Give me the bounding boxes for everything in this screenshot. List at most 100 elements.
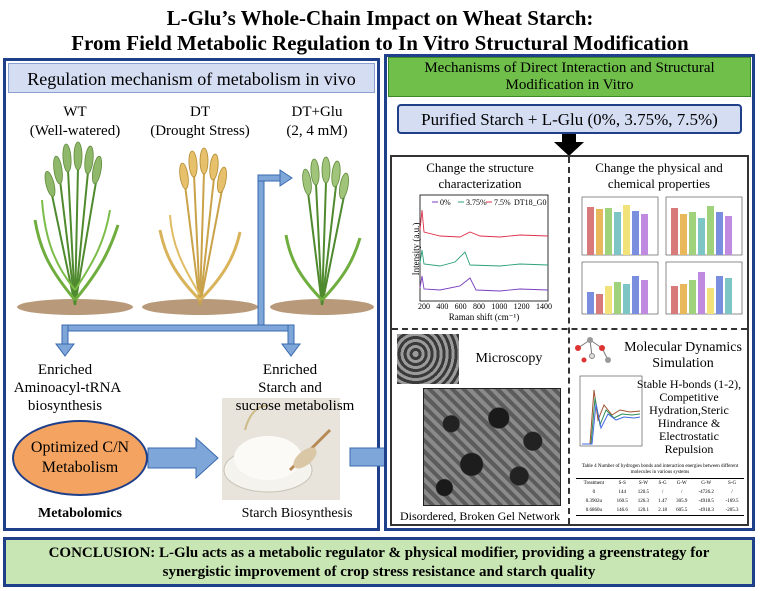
bar-chart-d — [665, 261, 743, 315]
md-cell: 305.9 — [676, 499, 688, 504]
conclusion-line1: CONCLUSION: L-Glu acts as a metabolic re… — [48, 545, 710, 561]
soil-wt — [17, 299, 374, 315]
md-table: Treatment S-S S-W S-G G-W G-W S-G 0 144 … — [576, 478, 744, 516]
raman-xtick-2: 600 — [454, 302, 467, 311]
md-cell: / — [681, 490, 683, 495]
main-title-line2: From Field Metabolic Regulation to In Vi… — [71, 31, 689, 55]
microscopy-label: Microscopy — [475, 351, 543, 366]
main-title-line1: L-Glu’s Whole-Chain Impact on Wheat Star… — [166, 6, 594, 30]
conclusion-box: CONCLUSION: L-Glu acts as a metabolic re… — [3, 537, 755, 587]
md-title-line1: Molecular Dynamics — [624, 340, 742, 355]
gel-network-caption: Disordered, Broken Gel Network — [400, 509, 560, 523]
conclusion-line2: synergistic improvement of crop stress r… — [162, 564, 596, 580]
metabolomics-label: Metabolomics — [38, 506, 122, 521]
bar-chart-b — [665, 196, 743, 256]
md-cell: / — [731, 490, 733, 495]
enriched-aminoacyl-line1: Enriched — [37, 362, 93, 378]
raman-line-375 — [419, 249, 549, 267]
raman-legend-1: 3.75% — [466, 198, 487, 207]
md-cell: 120.1 — [637, 508, 650, 513]
md-cell: 605.5 — [676, 508, 688, 513]
raman-legend-2: 7.5% — [494, 198, 511, 207]
md-cell: 0 — [592, 490, 596, 495]
md-th-2: S-W — [638, 481, 649, 486]
right-panel-header: Mechanisms of Direct Interaction and Str… — [388, 57, 751, 97]
group-dt-name: DT — [190, 104, 210, 120]
md-text-line2: Competitive — [659, 390, 719, 404]
starch-biosynthesis-label: Starch Biosynthesis — [241, 506, 353, 521]
raman-line-75 — [419, 275, 549, 292]
grid-divider-horizontal — [392, 328, 747, 330]
md-table-header-row: Treatment S-S S-W S-G G-W G-W S-G — [576, 479, 744, 489]
md-cell: 144 — [618, 490, 627, 495]
md-cell: 126.3 — [637, 499, 650, 504]
md-cell: / — [661, 490, 664, 495]
md-th-5: G-W — [701, 481, 712, 486]
raman-xtick-0: 200 — [418, 302, 430, 311]
md-cell: -4918.3 — [698, 508, 714, 513]
raman-xtick-5: 1200 — [513, 302, 530, 311]
left-panel-header: Regulation mechanism of metabolism in vi… — [8, 63, 375, 93]
properties-title-line1: Change the physical and — [595, 160, 723, 175]
table-row: 0.6860u 146.6 120.1 2.18 605.5 -4918.3 -… — [576, 506, 744, 516]
structure-title-line2: characterization — [438, 176, 522, 191]
group-wt-desc: (Well-watered) — [29, 123, 121, 139]
enriched-aminoacyl-line3: biosynthesis — [27, 398, 103, 414]
enriched-starch-line1: Enriched — [262, 362, 318, 378]
md-text-line1: Stable H-bonds (1-2), — [636, 377, 742, 391]
grid-divider-vertical — [568, 157, 570, 524]
table-row: 0 144 120.5 / / -4726.2 / — [576, 488, 744, 497]
results-grid — [390, 155, 749, 526]
md-cell: -205.3 — [725, 508, 739, 513]
md-title-line2: Simulation — [652, 356, 714, 371]
md-text-line3: Hydration,Steric — [649, 403, 729, 417]
md-cell: -4918.5 — [698, 499, 714, 504]
md-text-block: Stable H-bonds (1-2), Competitive Hydrat… — [630, 378, 748, 456]
structure-title-line1: Change the structure — [426, 160, 534, 175]
md-cell: 160.5 — [616, 499, 628, 504]
purified-starch-box: Purified Starch + L-Glu (0%, 3.75%, 7.5%… — [397, 104, 742, 134]
enriched-aminoacyl-line2: Aminoacyl-tRNA — [13, 380, 122, 396]
properties-title-line2: chemical properties — [607, 176, 711, 191]
bar-chart-c — [581, 261, 659, 315]
raman-xticks: 200 400 600 800 1000 1200 1400 — [418, 302, 552, 311]
md-cell: 146.6 — [616, 508, 628, 513]
oval-text-line2: Metabolism — [41, 459, 119, 476]
raman-legend-0: 0% — [440, 198, 451, 207]
md-cell: 0.6860u — [585, 508, 602, 513]
md-th-4: G-W — [676, 481, 687, 486]
md-cell: -4726.2 — [698, 490, 714, 495]
raman-xtick-1: 400 — [436, 302, 449, 311]
raman-xlabel: Raman shift (cm⁻¹) — [448, 312, 520, 322]
md-th-0: Treatment — [583, 481, 605, 486]
md-cell: -169.5 — [725, 499, 739, 504]
group-dtglu-name: DT+Glu — [291, 104, 343, 120]
md-cell: 0.3902u — [585, 499, 602, 504]
group-dt-desc: (Drought Stress) — [150, 123, 250, 139]
md-th-6: S-G — [728, 481, 737, 486]
raman-legend-3: DT18_G0 — [514, 198, 547, 207]
md-text-line6: Repulsion — [664, 442, 714, 456]
sem-thumbnail — [397, 334, 459, 384]
md-cell: 1.47 — [658, 499, 667, 504]
md-text-line5: Electrostatic — [659, 429, 719, 443]
enriched-starch-line3: sucrose metabolism — [235, 398, 355, 414]
enriched-starch-line2: Starch and — [258, 380, 322, 396]
cn-metabolism-oval — [12, 420, 148, 496]
group-wt-name: WT — [63, 104, 87, 120]
raman-xtick-4: 1000 — [491, 302, 508, 311]
sem-image — [423, 388, 561, 506]
md-cell: 120.5 — [637, 490, 650, 495]
raman-line-dt18 — [419, 209, 549, 238]
bar-chart-a — [581, 196, 659, 256]
table-row: 0.3902u 160.5 126.3 1.47 305.9 -4918.5 -… — [576, 497, 744, 506]
md-cell: 2.18 — [658, 508, 667, 513]
md-table-caption: Table 4 Number of hydrogen bonds and int… — [581, 464, 739, 475]
oval-text-line1: Optimized C/N — [30, 439, 130, 456]
md-text-line4: Hindrance & — [657, 416, 721, 430]
